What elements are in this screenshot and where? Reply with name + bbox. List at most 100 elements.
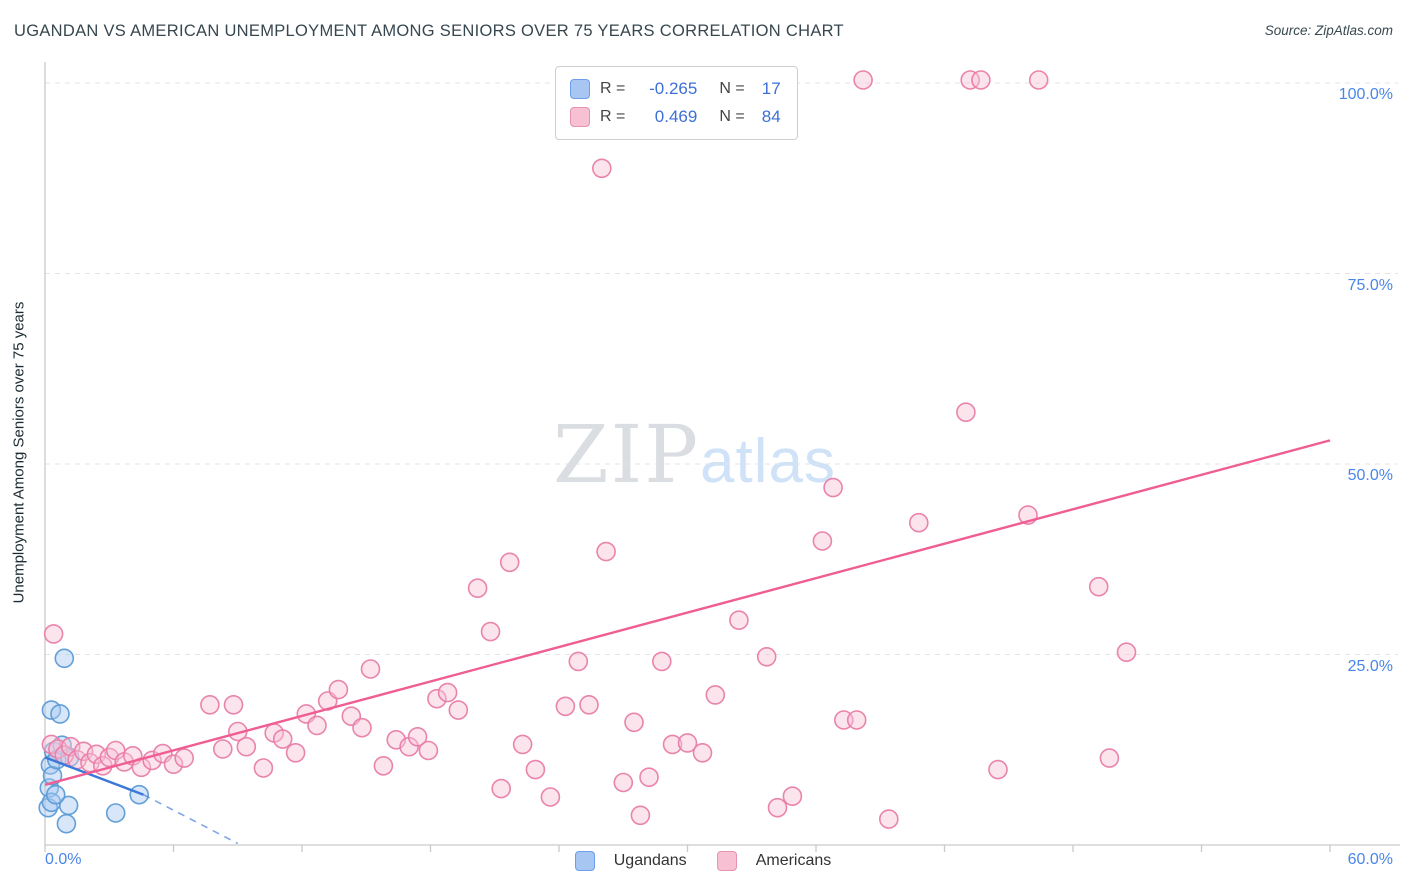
point-americans	[407, 726, 428, 747]
legend-entry-americans: Americans	[716, 851, 832, 871]
point-americans	[662, 734, 683, 755]
point-americans	[307, 715, 327, 736]
point-americans	[639, 767, 659, 788]
legend-row-ugandans: R = -0.265 N = 17	[570, 76, 781, 102]
americans-swatch-icon	[570, 107, 590, 127]
r-label: R =	[600, 80, 626, 97]
point-americans	[360, 659, 381, 679]
point-ugandans	[56, 813, 77, 834]
point-americans	[579, 694, 599, 715]
point-americans	[971, 70, 991, 90]
point-americans	[200, 694, 220, 715]
point-americans	[812, 531, 833, 551]
point-americans	[525, 759, 546, 780]
point-americans	[1099, 748, 1120, 768]
point-americans	[437, 682, 458, 703]
point-americans	[705, 685, 726, 705]
correlation-legend: R = -0.265 N = 17 R = 0.469 N = 84	[555, 66, 798, 140]
point-americans	[253, 758, 274, 778]
point-americans	[677, 733, 698, 753]
point-americans	[540, 787, 561, 807]
point-ugandans	[105, 803, 126, 823]
point-americans	[756, 646, 777, 667]
series-americans	[41, 70, 1137, 829]
point-ugandans	[42, 765, 63, 786]
point-americans	[846, 710, 867, 730]
point-americans	[328, 679, 349, 700]
point-americans	[729, 610, 749, 631]
point-americans	[555, 696, 576, 717]
r-label: R =	[600, 108, 626, 125]
point-americans	[427, 688, 447, 709]
point-americans	[1088, 576, 1109, 597]
point-ugandans	[54, 648, 75, 669]
point-americans	[373, 755, 394, 776]
source-attribution: Source: ZipAtlas.com	[1264, 23, 1393, 38]
trendline-americans	[44, 439, 1331, 786]
point-americans	[878, 809, 899, 829]
point-americans	[651, 651, 672, 672]
point-americans	[988, 759, 1008, 780]
n-label: N =	[719, 80, 745, 97]
point-americans	[591, 158, 612, 179]
trendline-ugandans	[44, 756, 144, 796]
point-americans	[174, 748, 194, 768]
point-americans	[568, 651, 589, 672]
point-americans	[1028, 70, 1049, 90]
r-value-ugandans: -0.265	[649, 79, 698, 98]
point-americans	[624, 712, 644, 733]
point-ugandans	[45, 784, 66, 805]
point-ugandans	[58, 795, 79, 816]
point-americans	[512, 734, 533, 755]
point-americans	[767, 797, 788, 818]
point-americans	[630, 805, 651, 826]
point-americans	[613, 772, 634, 793]
ugandans-swatch-icon	[570, 79, 590, 99]
y-tick-label-50: 50.0%	[1347, 467, 1393, 484]
legend-row-americans: R = 0.469 N = 84	[570, 104, 781, 130]
r-value-americans: 0.469	[654, 107, 698, 126]
y-tick-label-100: 100.0%	[1338, 86, 1393, 103]
ugandans-swatch-icon	[574, 851, 595, 871]
point-americans	[43, 624, 64, 644]
point-americans	[823, 477, 843, 498]
point-americans	[908, 512, 929, 533]
legend-entry-ugandans: Ugandans	[574, 851, 687, 871]
point-americans	[467, 578, 488, 599]
n-label: N =	[719, 108, 745, 125]
trendline-extension-ugandans	[143, 793, 239, 845]
point-americans	[782, 786, 803, 807]
point-americans	[213, 739, 233, 759]
point-americans	[1116, 642, 1137, 663]
point-americans	[418, 740, 439, 761]
legend-label-ugandans: Ugandans	[613, 852, 687, 869]
point-americans	[960, 70, 981, 90]
point-americans	[499, 552, 520, 573]
point-americans	[480, 621, 501, 642]
point-americans	[223, 694, 244, 715]
page-title: UGANDAN VS AMERICAN UNEMPLOYMENT AMONG S…	[14, 22, 844, 40]
point-americans	[853, 70, 873, 90]
point-americans	[448, 700, 469, 720]
n-value-americans: 84	[761, 107, 781, 126]
point-americans	[352, 717, 372, 738]
x-tick-label-max: 60.0%	[1347, 851, 1393, 868]
legend-label-americans: Americans	[755, 852, 832, 869]
americans-swatch-icon	[716, 851, 737, 871]
n-value-ugandans: 17	[761, 79, 781, 98]
point-americans	[236, 736, 257, 757]
point-americans	[491, 778, 512, 799]
point-americans	[285, 742, 306, 763]
x-tick-label-min: 0.0%	[45, 851, 82, 868]
point-americans	[596, 541, 616, 562]
y-tick-label-25: 25.0%	[1347, 658, 1393, 675]
y-tick-label-75: 75.0%	[1347, 277, 1393, 294]
series-legend: Ugandans Americans	[0, 851, 1406, 871]
point-ugandans	[50, 704, 70, 724]
point-americans	[272, 729, 293, 749]
point-americans	[956, 402, 976, 423]
point-ugandans	[129, 784, 149, 805]
point-americans	[692, 742, 713, 763]
